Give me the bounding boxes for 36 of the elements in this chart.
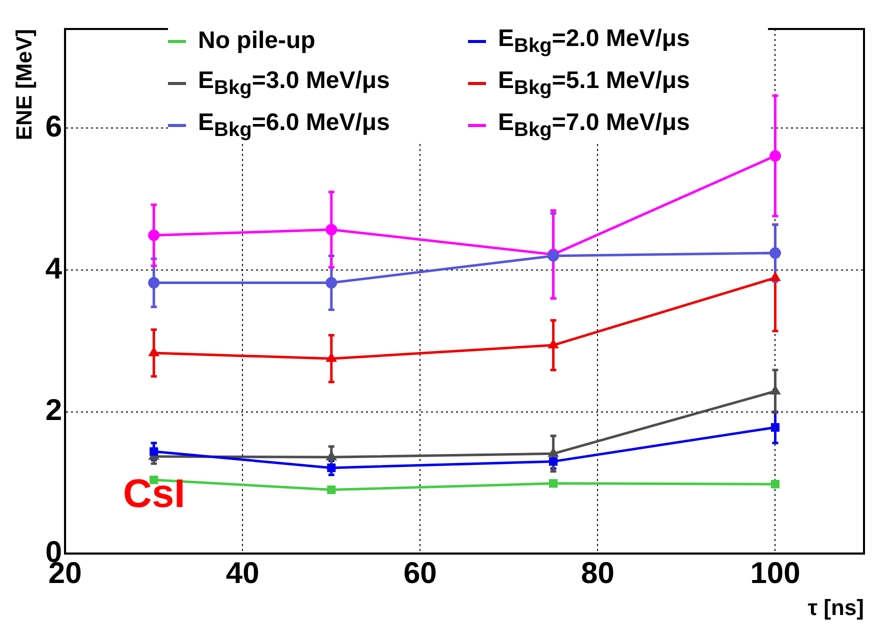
point: [549, 457, 558, 466]
x-tick-label: 100: [750, 556, 800, 590]
y-axis-title: ENE [MeV]: [11, 29, 36, 140]
point: [326, 352, 336, 362]
y-tick-label: 2: [45, 394, 62, 428]
legend-label: No pile-up: [198, 27, 316, 55]
x-axis-title: τ [ns]: [808, 594, 864, 620]
point: [770, 423, 780, 432]
legend-label: E$_{Bkg}$=2.0 MeV/μs: [498, 24, 690, 58]
point: [326, 224, 338, 236]
y-tick-label: 6: [45, 110, 62, 144]
legend-label: E$_{Bkg}$=3.0 MeV/μs: [198, 66, 390, 100]
point: [549, 479, 558, 488]
point: [326, 451, 336, 460]
point: [150, 447, 158, 456]
point: [148, 230, 160, 242]
y-tick-label: 4: [45, 252, 62, 286]
point: [769, 150, 781, 162]
legend-label: E$_{Bkg}$=7.0 MeV/μs: [498, 108, 690, 142]
x-tick-label: 80: [581, 556, 614, 590]
point: [327, 486, 336, 494]
legend-label: E$_{Bkg}$=6.0 MeV/μs: [198, 108, 390, 142]
point: [148, 347, 159, 356]
x-tick-label: 60: [403, 556, 437, 590]
point: [770, 272, 780, 282]
point: [769, 247, 781, 259]
point: [326, 277, 338, 289]
point: [148, 277, 160, 289]
point: [327, 464, 336, 472]
legend-label: E$_{Bkg}$=5.1 MeV/μs: [498, 66, 690, 100]
point: [548, 339, 558, 348]
point: [770, 386, 780, 395]
point: [548, 448, 558, 457]
x-tick-label: 40: [226, 556, 260, 590]
point: [770, 480, 780, 488]
annotation: CsI: [123, 472, 186, 517]
